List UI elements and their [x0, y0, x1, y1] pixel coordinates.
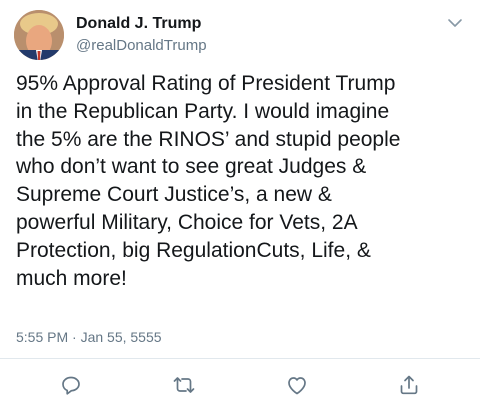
tweet-header: Donald J. Trump @realDonaldTrump: [14, 10, 466, 64]
share-icon: [400, 375, 418, 395]
avatar-photo-icon: [14, 10, 64, 60]
user-handle[interactable]: @realDonaldTrump: [76, 37, 207, 54]
retweet-button[interactable]: [172, 373, 196, 397]
share-button[interactable]: [397, 373, 421, 397]
tweet-text: 95% Approval Rating of President Trump i…: [16, 72, 401, 290]
retweet-icon: [173, 377, 195, 393]
heart-icon: [288, 377, 306, 395]
tweet-timestamp[interactable]: 5:55 PM · Jan 55, 5555: [16, 329, 162, 345]
divider: [0, 358, 480, 359]
user-names: Donald J. Trump @realDonaldTrump: [76, 14, 207, 56]
display-name[interactable]: Donald J. Trump: [76, 15, 202, 32]
avatar[interactable]: [14, 10, 64, 60]
action-bar: [0, 370, 480, 400]
like-button[interactable]: [285, 373, 309, 397]
chevron-down-icon[interactable]: [446, 16, 464, 30]
reply-button[interactable]: [59, 373, 83, 397]
reply-icon: [62, 376, 80, 395]
